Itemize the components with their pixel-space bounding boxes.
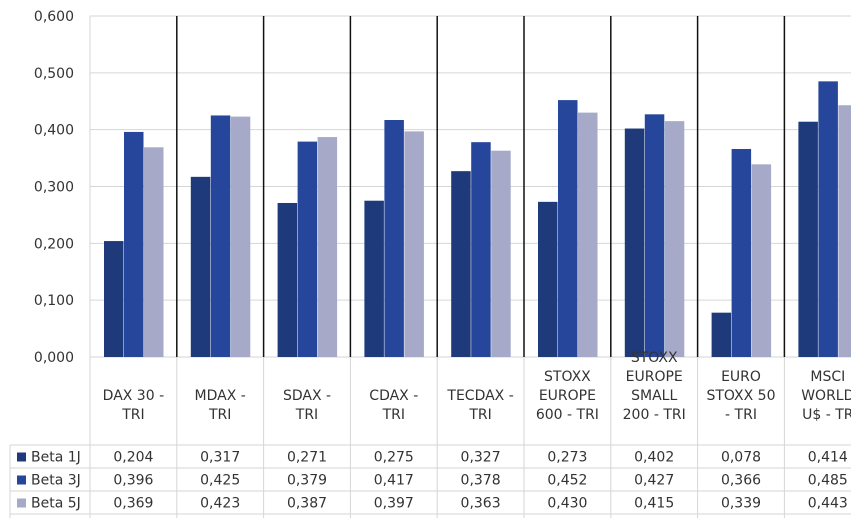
category-label: SDAX - (283, 388, 331, 404)
bar-beta-3j (384, 120, 404, 357)
data-table-value: 0,396 (113, 473, 153, 489)
category-label: U$ - TR (802, 407, 851, 423)
legend-label: Beta 1J (31, 450, 81, 466)
data-table-value: 0,369 (113, 496, 153, 512)
category-label: TECDAX - (446, 388, 513, 404)
y-tick-label: 0,600 (34, 9, 74, 25)
bar-beta-1j (277, 202, 298, 357)
bar-beta-3j (731, 148, 752, 357)
legend-label: Beta 5J (31, 496, 81, 512)
y-tick-label: 0,000 (34, 350, 74, 366)
data-table-value: 0,363 (461, 496, 501, 512)
data-table-value: 0,402 (634, 450, 674, 466)
bar-beta-5j (838, 105, 851, 357)
category-label: EUROPE (539, 388, 596, 404)
legend-swatch (17, 475, 26, 485)
data-table-value: 0,317 (200, 450, 240, 466)
y-tick-label: 0,300 (34, 180, 74, 196)
data-table-value: 0,415 (634, 496, 674, 512)
y-tick-label: 0,500 (34, 66, 74, 82)
bar-beta-1j (104, 241, 124, 357)
legend-swatch (17, 452, 26, 462)
category-label: EURO (721, 369, 761, 385)
category-label: TRI (208, 407, 231, 423)
bar-beta-5j (578, 112, 598, 357)
bar-beta-5j (144, 147, 164, 357)
bar-beta-5j (317, 137, 338, 357)
category-label: CDAX - (369, 388, 418, 404)
legend-swatch (17, 498, 26, 508)
data-table-value: 0,273 (547, 450, 587, 466)
category-label: STOXX (631, 350, 678, 366)
bar-beta-1j (711, 312, 732, 357)
y-tick-label: 0,400 (34, 123, 74, 139)
category-label: TRI (382, 407, 405, 423)
data-table-value: 0,397 (374, 496, 414, 512)
data-table-value: 0,327 (461, 450, 501, 466)
category-label: 200 - TRI (623, 407, 686, 423)
data-table-value: 0,275 (374, 450, 414, 466)
bar-beta-1j (364, 200, 384, 357)
y-tick-label: 0,200 (34, 236, 74, 252)
bar-beta-3j (210, 115, 231, 357)
category-label: MDAX - (195, 388, 246, 404)
bar-beta-5j (751, 164, 772, 357)
category-label: WORLD (801, 388, 851, 404)
data-table-value: 0,452 (547, 473, 587, 489)
bar-beta-1j (538, 201, 558, 357)
category-label: - TRI (725, 407, 757, 423)
bar-beta-3j (297, 141, 318, 357)
category-label: EUROPE (626, 369, 683, 385)
data-table-value: 0,430 (547, 496, 587, 512)
data-table-value: 0,204 (113, 450, 153, 466)
category-label: MSCI (810, 369, 845, 385)
data-table-value: 0,425 (200, 473, 240, 489)
data-table-value: 0,427 (634, 473, 674, 489)
data-table-value: 0,443 (808, 496, 848, 512)
category-label: TRI (121, 407, 144, 423)
bar-beta-5j (404, 131, 424, 357)
data-table-value: 0,423 (200, 496, 240, 512)
bar-beta-3j (471, 142, 491, 357)
bar-beta-3j (818, 81, 838, 357)
data-table-value: 0,417 (374, 473, 414, 489)
bar-beta-3j (124, 131, 144, 357)
data-table-value: 0,378 (461, 473, 501, 489)
bar-beta-3j (644, 114, 665, 358)
data-table-value: 0,366 (721, 473, 761, 489)
data-table-value: 0,339 (721, 496, 761, 512)
data-table-value: 0,485 (808, 473, 848, 489)
category-label: 600 - TRI (536, 407, 599, 423)
bar-beta-1j (798, 121, 818, 358)
bar-beta-5j (491, 150, 511, 357)
category-label: SMALL (631, 388, 677, 404)
bar-beta-5j (230, 116, 251, 357)
bar-beta-1j (190, 176, 211, 357)
bar-beta-5j (664, 121, 685, 358)
legend-label: Beta 3J (31, 473, 81, 489)
bar-beta-3j (558, 100, 578, 357)
category-label: STOXX 50 (706, 388, 775, 404)
bar-beta-1j (624, 128, 645, 357)
category-label: TRI (295, 407, 318, 423)
category-label: STOXX (544, 369, 591, 385)
data-table-value: 0,078 (721, 450, 761, 466)
data-table-value: 0,414 (808, 450, 848, 466)
category-label: TRI (468, 407, 491, 423)
category-label: DAX 30 - (103, 388, 164, 404)
data-table-value: 0,271 (287, 450, 327, 466)
data-table-value: 0,387 (287, 496, 327, 512)
y-tick-label: 0,100 (34, 293, 74, 309)
data-table-value: 0,379 (287, 473, 327, 489)
bar-beta-1j (451, 171, 471, 357)
